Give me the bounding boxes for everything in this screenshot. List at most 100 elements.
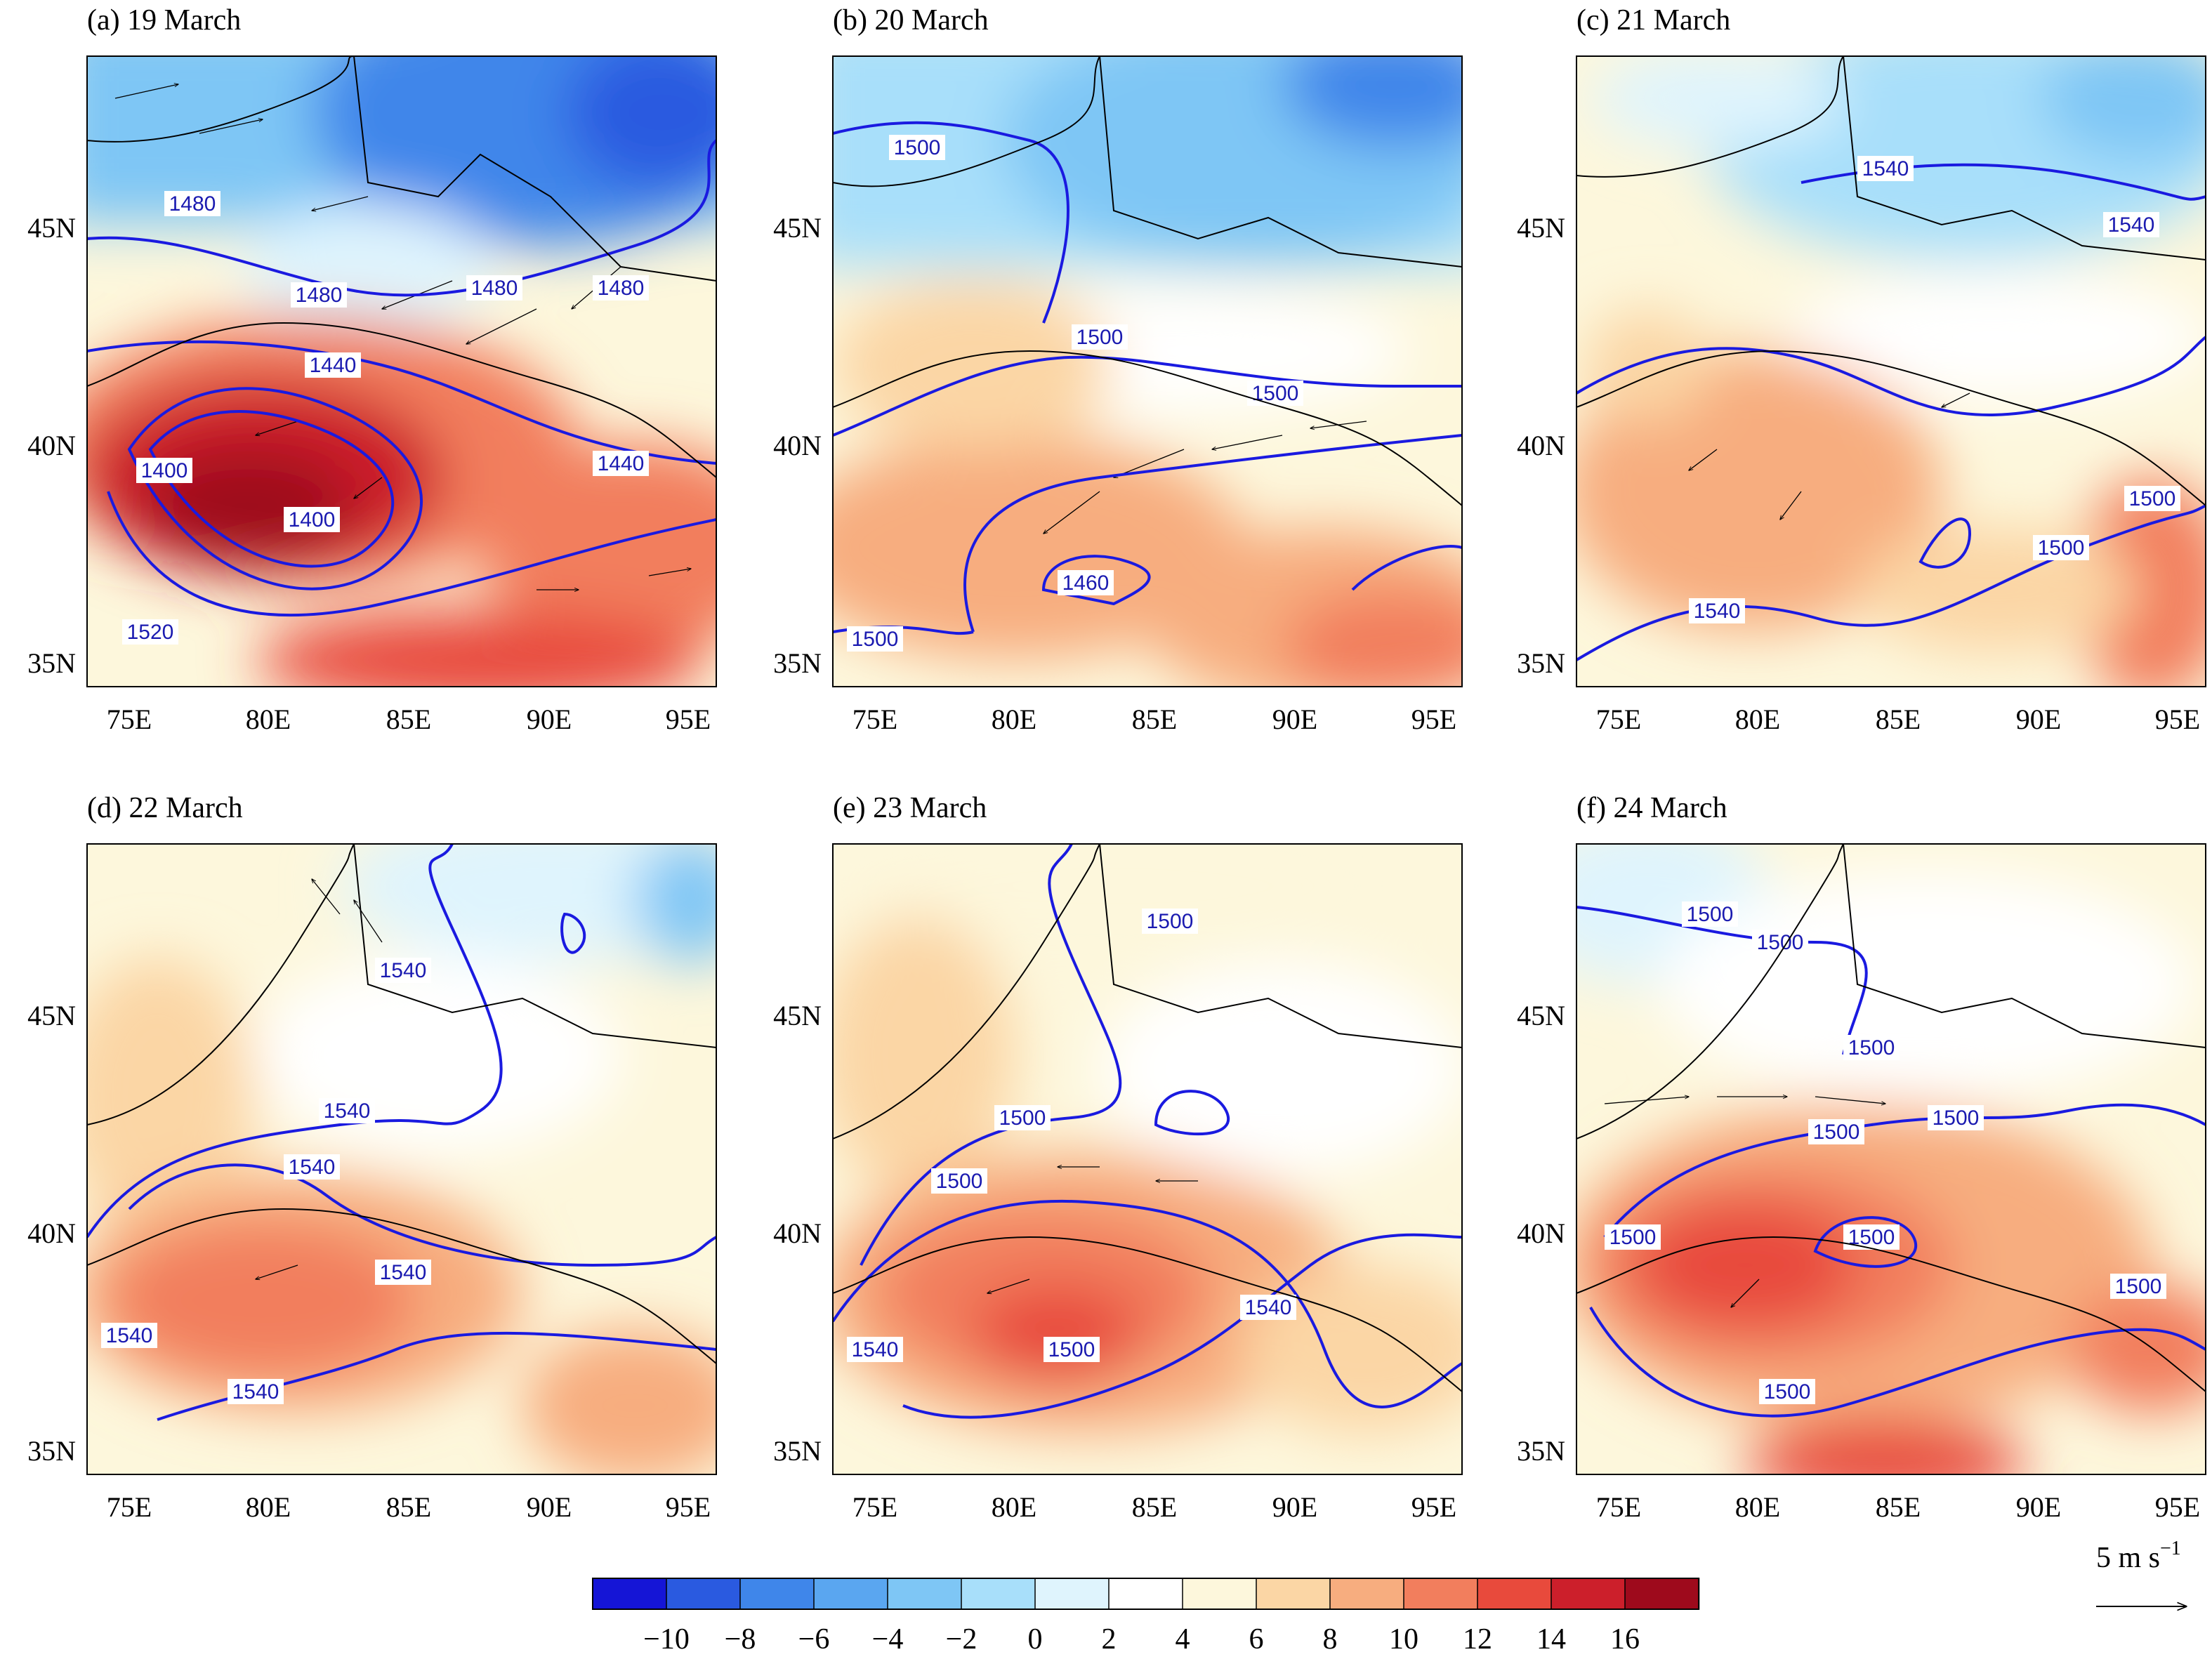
contour-label: 1500 (894, 136, 941, 159)
lat-tick: 45N (27, 212, 76, 244)
panel-title: (e) 23 March (833, 792, 987, 824)
lat-tick: 45N (1517, 212, 1565, 244)
lat-axis: 45N 40N 35N (1517, 1000, 1565, 1467)
wind-vectors (1689, 392, 1970, 520)
colorbar-swatch (1034, 1578, 1110, 1610)
lat-tick: 45N (773, 212, 822, 244)
lon-tick: 75E (852, 704, 897, 735)
country-borders (87, 844, 716, 1364)
contour-label: 1540 (1245, 1296, 1292, 1319)
contour-label: 1500 (1933, 1107, 1980, 1130)
lat-axis: 45N 40N 35N (27, 1000, 76, 1467)
country-borders (833, 844, 1462, 1392)
colorbar-ticks: −10 −8 −6 −4 −2 0 2 4 6 8 10 12 14 16 (643, 1623, 1640, 1656)
colorbar-swatch (1403, 1578, 1479, 1610)
lon-tick: 95E (2155, 1491, 2200, 1523)
contour-label: 1500 (852, 628, 899, 651)
lon-tick: 90E (1272, 704, 1317, 735)
reference-vector-label: 5 m s−1 (2096, 1538, 2181, 1574)
colorbar-swatch (1329, 1578, 1405, 1610)
colorbar-tick-label: 12 (1463, 1623, 1492, 1656)
colorbar-swatches (592, 1578, 1700, 1610)
lon-tick: 75E (852, 1491, 897, 1523)
contour-label: 1500 (2038, 536, 2085, 560)
colorbar-tick-label: 2 (1102, 1623, 1117, 1656)
geopotential-contours (833, 844, 1462, 1419)
lat-tick: 35N (27, 647, 76, 679)
contour-label: 1400 (289, 508, 336, 531)
contour-labels: 1500 1500 1500 1500 1500 1500 1500 1500 … (1605, 901, 2166, 1404)
temperature-field (87, 844, 716, 1474)
lon-tick: 80E (246, 704, 291, 735)
lon-tick: 85E (1876, 704, 1921, 735)
country-borders (833, 56, 1462, 506)
contour-label: 1540 (324, 1099, 371, 1123)
contour-label: 1540 (2108, 213, 2155, 237)
lon-tick: 90E (527, 1491, 572, 1523)
contour-label: 1500 (2115, 1275, 2162, 1298)
lat-tick: 40N (1517, 1217, 1565, 1249)
lat-tick: 35N (1517, 647, 1565, 679)
colorbar-swatch (666, 1578, 742, 1610)
lat-tick: 40N (773, 430, 822, 461)
panel-a: (a) 19 March (27, 4, 717, 735)
contour-label: 1540 (852, 1338, 899, 1361)
reference-vector: 5 m s−1 (2096, 1538, 2186, 1606)
lat-axis: 45N 40N 35N (27, 212, 76, 679)
lon-axis: 75E 80E 85E 90E 95E (107, 1491, 711, 1523)
lon-tick: 95E (666, 1491, 711, 1523)
lon-tick: 90E (2016, 1491, 2061, 1523)
lon-tick: 95E (1411, 704, 1456, 735)
colorbar-tick-label: −4 (872, 1623, 904, 1656)
temperature-field (1576, 56, 2206, 687)
colorbar-tick-label: −10 (643, 1623, 690, 1656)
map-area: 1500 1500 1500 1500 1500 1500 1500 1500 … (1576, 844, 2206, 1474)
geopotential-contours (833, 121, 1462, 635)
contour-label: 1500 (1757, 931, 1804, 954)
colorbar-tick-label: −8 (725, 1623, 756, 1656)
lon-tick: 75E (107, 1491, 152, 1523)
lat-axis: 45N 40N 35N (773, 212, 822, 679)
lon-tick: 80E (1735, 1491, 1780, 1523)
panel-e: (e) 23 March (773, 792, 1463, 1523)
contour-label: 1500 (1077, 326, 1124, 349)
lon-tick: 85E (1132, 1491, 1177, 1523)
lon-tick: 90E (2016, 704, 2061, 735)
contour-label: 1540 (1862, 157, 1909, 180)
panel-f: (f) 24 March (1517, 792, 2206, 1523)
colorbar-swatch (739, 1578, 815, 1610)
colorbar-swatch (1477, 1578, 1553, 1610)
lat-tick: 40N (27, 1217, 76, 1249)
lon-axis: 75E 80E 85E 90E 95E (852, 704, 1456, 735)
colorbar-frame (592, 1578, 1699, 1610)
map-area: 1540 1540 1540 1540 1540 1540 (87, 844, 716, 1474)
lon-axis: 75E 80E 85E 90E 95E (107, 704, 711, 735)
colorbar-swatch (1256, 1578, 1331, 1610)
contour-label: 1540 (106, 1324, 153, 1347)
lon-tick: 80E (1735, 704, 1780, 735)
contour-labels: 1540 1540 1500 1500 1540 (1689, 156, 2180, 623)
contour-label: 1480 (169, 192, 216, 216)
colorbar-swatch (1551, 1578, 1626, 1610)
contour-label: 1500 (936, 1170, 983, 1193)
colorbar-tick-label: 4 (1176, 1623, 1190, 1656)
lon-axis: 75E 80E 85E 90E 95E (1596, 1491, 2200, 1523)
colorbar-swatch (1624, 1578, 1700, 1610)
contour-label: 1440 (598, 452, 645, 475)
lat-tick: 40N (1517, 430, 1565, 461)
contour-label: 1520 (127, 621, 174, 644)
colorbar-tick-label: −2 (946, 1623, 977, 1656)
colorbar-tick-label: −6 (798, 1623, 830, 1656)
contour-label: 1480 (296, 284, 343, 307)
contour-label: 1440 (310, 354, 357, 377)
contour-labels: 1500 1500 1500 1540 1500 1540 (847, 909, 1296, 1362)
lon-tick: 85E (1876, 1491, 1921, 1523)
contour-label: 1500 (999, 1107, 1046, 1130)
country-borders (1576, 56, 2206, 506)
colorbar-tick-label: 16 (1610, 1623, 1640, 1656)
contour-labels: 1480 1480 1480 1480 1440 1440 1400 1400 … (122, 191, 649, 645)
lon-axis: 75E 80E 85E 90E 95E (852, 1491, 1456, 1523)
map-area: 1500 1500 1500 1460 1500 (833, 56, 1462, 687)
country-borders (1576, 844, 2206, 1392)
